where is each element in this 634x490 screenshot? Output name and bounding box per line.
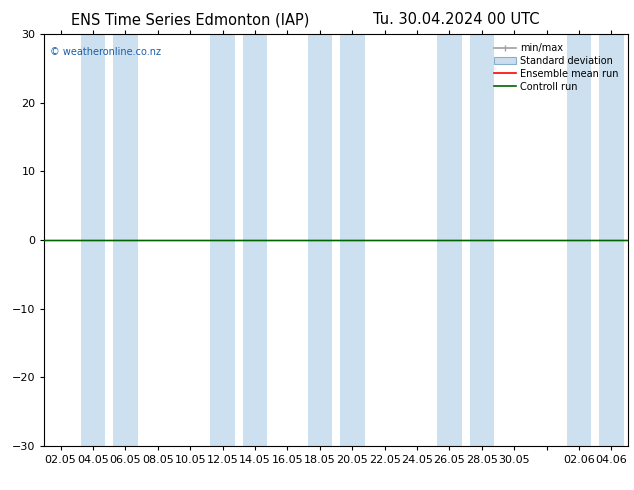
- Bar: [437, 34, 462, 446]
- Bar: [81, 34, 105, 446]
- Bar: [243, 34, 268, 446]
- Bar: [210, 34, 235, 446]
- Bar: [599, 34, 624, 446]
- Text: ENS Time Series Edmonton (IAP): ENS Time Series Edmonton (IAP): [71, 12, 309, 27]
- Bar: [340, 34, 365, 446]
- Text: Tu. 30.04.2024 00 UTC: Tu. 30.04.2024 00 UTC: [373, 12, 540, 27]
- Bar: [470, 34, 494, 446]
- Bar: [567, 34, 592, 446]
- Legend: min/max, Standard deviation, Ensemble mean run, Controll run: min/max, Standard deviation, Ensemble me…: [490, 39, 623, 96]
- Text: © weatheronline.co.nz: © weatheronline.co.nz: [50, 47, 161, 57]
- Bar: [307, 34, 332, 446]
- Bar: [113, 34, 138, 446]
